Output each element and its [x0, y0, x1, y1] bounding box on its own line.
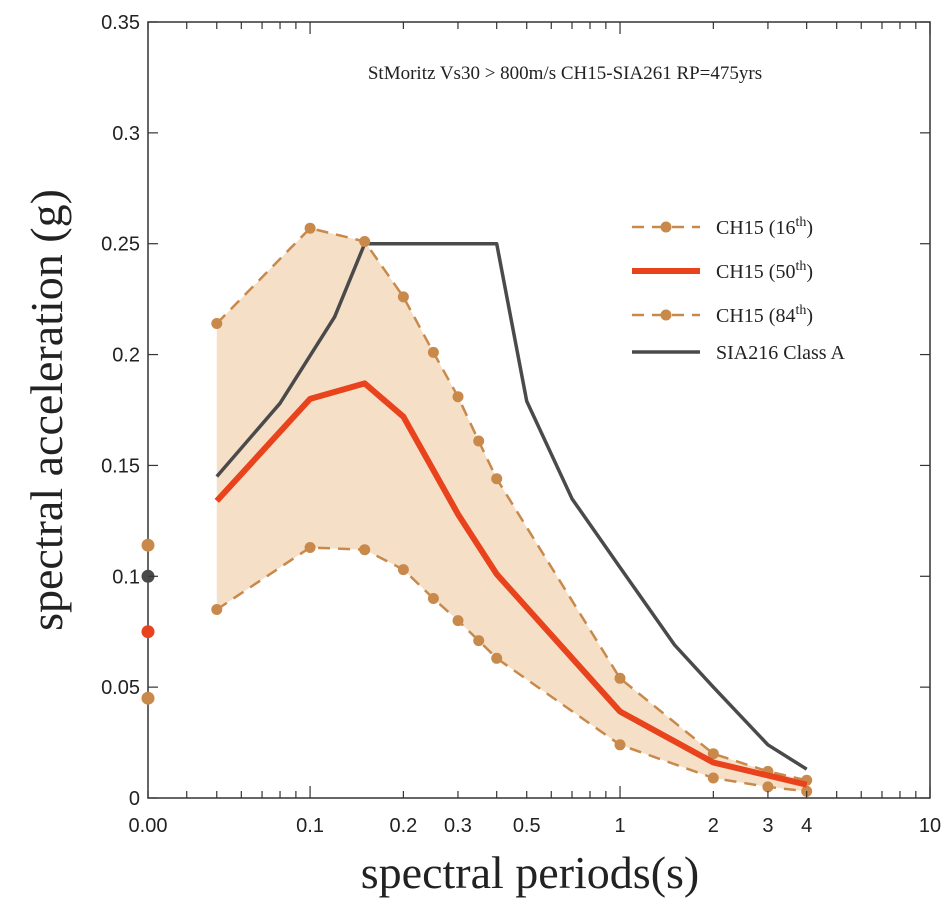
- data-point-p16: [427, 346, 439, 358]
- zero-period-point: [141, 691, 155, 705]
- y-axis-label: spectral acceleration (g): [21, 189, 72, 631]
- legend-label: CH15 (16th): [716, 215, 813, 239]
- data-point-p84: [473, 635, 485, 647]
- chart-title: StMoritz Vs30 > 800m/s CH15-SIA261 RP=47…: [368, 63, 762, 84]
- legend-item-p50: CH15 (50th): [632, 259, 813, 283]
- data-point-p84: [397, 564, 409, 576]
- x-tick-label: 0.5: [513, 815, 541, 837]
- series-line-sia: [215, 241, 808, 771]
- data-point-p84: [452, 615, 464, 627]
- data-point-p16: [614, 672, 626, 684]
- x-tick-label: 10: [919, 815, 941, 837]
- x-tick-label: 0.2: [389, 815, 417, 837]
- legend-marker: [660, 221, 672, 233]
- data-point-p84: [211, 604, 223, 615]
- zero-period-point: [141, 625, 155, 639]
- zero-period-point: [141, 538, 155, 552]
- y-tick-label: 0: [129, 788, 140, 810]
- series-sia: [215, 241, 808, 771]
- y-tick-label: 0.05: [101, 677, 140, 699]
- data-point-p16: [211, 318, 223, 329]
- axis-ticks: 0 0.05 0.1 0.15 0.2 0.25 0.3 0.35 0.1 0.2 0.3 0.5 1 2…: [101, 12, 941, 837]
- data-point-p84: [427, 593, 439, 604]
- series-p84: [211, 542, 813, 797]
- legend-item-p16: CH15 (16th): [632, 215, 813, 239]
- x-tick-label: 1: [614, 815, 625, 837]
- data-point-p16: [707, 748, 719, 760]
- x-tick-label: 0.3: [444, 815, 472, 837]
- plot-frame: [147, 21, 931, 799]
- legend: CH15 (16th) CH15 (50th) CH15 (84th) SIA216 …: [632, 215, 845, 364]
- y-tick-label: 0.1: [112, 566, 140, 588]
- legend-label: CH15 (50th): [716, 259, 813, 283]
- data-point-p84: [491, 652, 503, 664]
- data-point-p16: [491, 473, 503, 485]
- y-tick-label: 0.3: [112, 123, 140, 145]
- series-p50: [214, 380, 808, 788]
- x-tick-label: 0.1: [296, 815, 324, 837]
- series-line-p50: [214, 380, 808, 788]
- x-tick-label: 3: [762, 815, 773, 837]
- data-point-p16: [473, 435, 485, 447]
- data-point-p16: [359, 236, 371, 247]
- data-point-p16: [397, 291, 409, 303]
- legend-item-sia: SIA216 Class A: [632, 342, 845, 364]
- x-tick-label-zero: 0.00: [129, 815, 168, 837]
- data-point-p84: [614, 739, 626, 751]
- legend-marker: [660, 309, 672, 321]
- series-layer: [211, 222, 813, 797]
- legend-item-p84: CH15 (84th): [632, 303, 813, 327]
- data-point-p16: [304, 222, 316, 234]
- y-tick-label: 0.25: [101, 234, 140, 256]
- data-point-p84: [359, 544, 371, 556]
- data-point-p84: [762, 781, 774, 793]
- confidence-band: [216, 228, 807, 792]
- x-tick-label: 4: [801, 815, 812, 837]
- data-point-p84: [304, 542, 316, 553]
- y-tick-label: 0.35: [101, 12, 140, 34]
- series-p16: [211, 222, 813, 786]
- x-tick-label: 2: [708, 815, 719, 837]
- data-point-p84: [707, 772, 719, 784]
- series-line-p16: [215, 226, 807, 782]
- legend-label: CH15 (84th): [716, 303, 813, 327]
- y-tick-label: 0.2: [112, 345, 140, 367]
- data-point-p16: [452, 391, 464, 403]
- y-tick-label: 0.15: [101, 455, 140, 477]
- band-area: [216, 228, 807, 792]
- legend-label: SIA216 Class A: [716, 342, 845, 364]
- x-axis-label: spectral periods(s): [361, 847, 700, 898]
